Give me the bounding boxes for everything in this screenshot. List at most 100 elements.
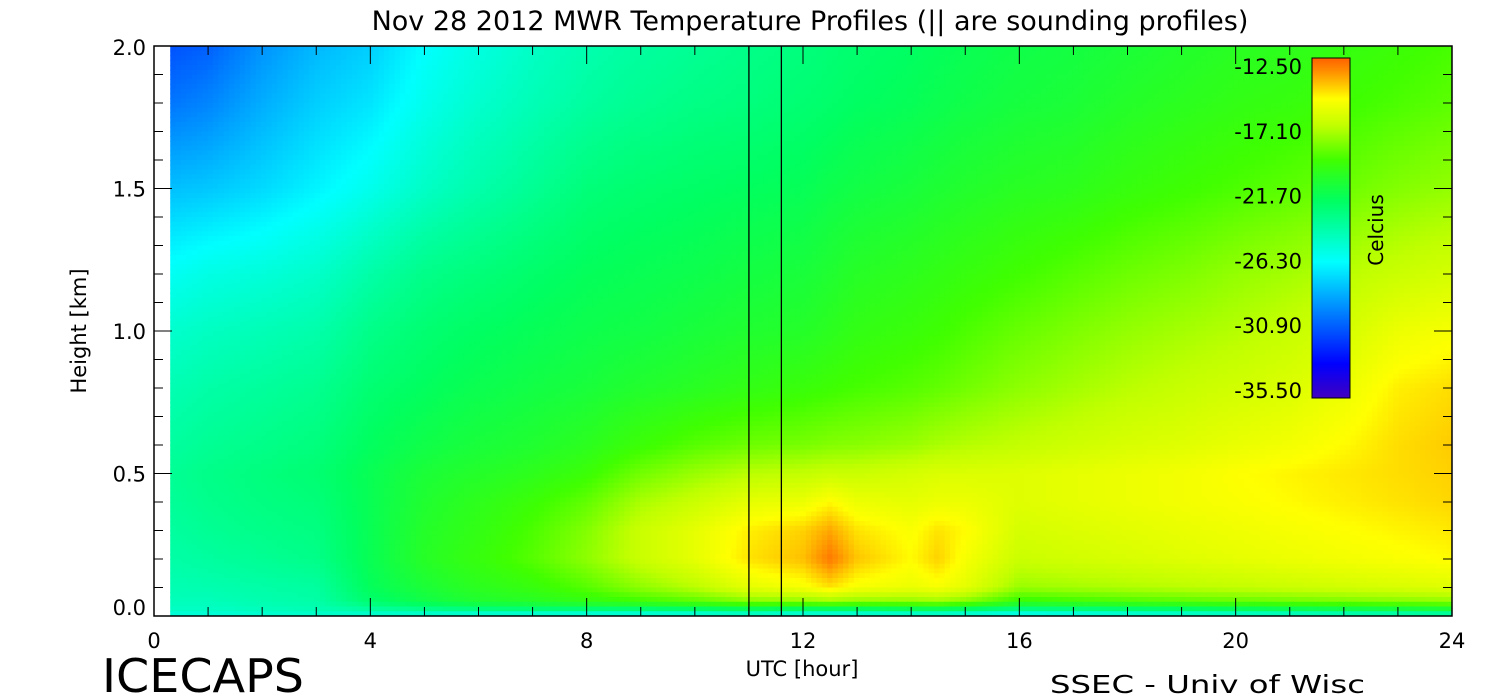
heat-cell [1105,65,1111,70]
heat-cell [592,65,598,70]
heat-cell [1062,84,1068,89]
heat-cell [720,79,726,84]
heat-cell [624,60,630,65]
heat-cell [1003,103,1009,108]
heat-cell [1025,51,1031,56]
heat-cell [491,103,497,108]
heat-cell [832,56,838,61]
heat-cell [1148,75,1154,80]
heat-cell [352,56,358,61]
heat-cell [859,122,865,127]
heat-cell [1367,84,1373,89]
heat-cell [1351,89,1357,94]
heat-cell [688,98,694,103]
heat-cell [469,141,475,146]
heat-cell [336,108,342,113]
heat-cell [218,94,224,99]
heat-cell [731,75,737,80]
heat-cell [368,65,374,70]
heat-cell [1067,108,1073,113]
heat-cell [1132,103,1138,108]
heat-cell [955,136,961,141]
heat-cell [982,117,988,122]
heat-cell [576,94,582,99]
heat-cell [1190,89,1196,94]
heat-cell [630,141,636,146]
heat-cell [587,117,593,122]
heat-cell [784,108,790,113]
heat-cell [1009,136,1015,141]
heat-cell [886,98,892,103]
heat-cell [368,127,374,132]
heat-cell [1383,65,1389,70]
heat-cell [480,122,486,127]
heat-cell [405,89,411,94]
heat-cell [352,65,358,70]
heat-cell [379,56,385,61]
heat-cell [1393,70,1399,75]
heat-cell [865,75,871,80]
heat-cell [517,65,523,70]
heat-cell [592,132,598,137]
heat-cell [913,60,919,65]
heat-cell [699,46,705,51]
heat-cell [1174,122,1180,127]
heat-cell [512,108,518,113]
heat-cell [432,70,438,75]
heat-cell [1388,79,1394,84]
heat-cell [1185,136,1191,141]
heat-cell [496,132,502,137]
heat-cell [635,84,641,89]
heat-cell [918,98,924,103]
heat-cell [181,46,187,51]
heat-cell [832,136,838,141]
heat-cell [635,65,641,70]
heat-cell [533,103,539,108]
heat-cell [304,89,310,94]
heat-cell [1089,141,1095,146]
heat-cell [373,141,379,146]
heat-cell [1164,141,1170,146]
heat-cell [816,51,822,56]
heat-cell [1137,117,1143,122]
heat-cell [635,141,641,146]
heat-cell [635,51,641,56]
heat-cell [934,89,940,94]
heat-cell [208,60,214,65]
heat-cell [859,56,865,61]
heat-cell [998,108,1004,113]
heat-cell [192,141,198,146]
heat-cell [704,46,710,51]
heat-cell [726,65,732,70]
heat-cell [1244,113,1250,118]
heat-cell [453,127,459,132]
heat-cell [902,117,908,122]
heat-cell [859,84,865,89]
heat-cell [1409,122,1415,127]
heat-cell [993,70,999,75]
heat-cell [1105,127,1111,132]
heat-cell [1067,56,1073,61]
heat-cell [1019,127,1025,132]
heat-cell [250,141,256,146]
heat-cell [293,108,299,113]
heat-cell [1201,89,1207,94]
heat-cell [261,70,267,75]
heat-cell [651,51,657,56]
heat-cell [1372,56,1378,61]
heat-cell [1206,127,1212,132]
heat-cell [742,117,748,122]
heat-cell [763,75,769,80]
heat-cell [955,98,961,103]
heat-cell [288,122,294,127]
heat-cell [1169,46,1175,51]
heat-cell [1057,79,1063,84]
heat-cell [955,127,961,132]
heat-cell [475,51,481,56]
heat-cell [1185,127,1191,132]
heat-cell [891,103,897,108]
heat-cell [897,51,903,56]
heat-cell [186,51,192,56]
heat-cell [1046,103,1052,108]
heat-cell [1233,98,1239,103]
